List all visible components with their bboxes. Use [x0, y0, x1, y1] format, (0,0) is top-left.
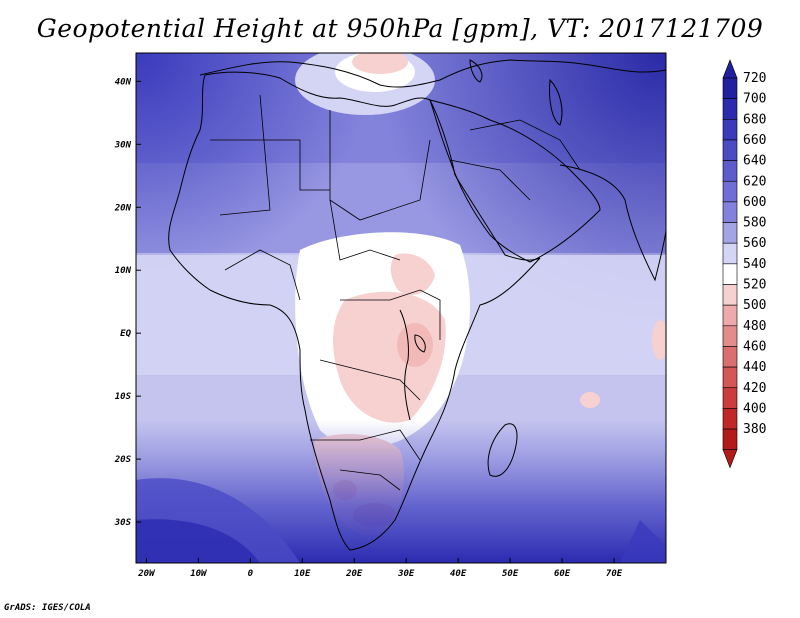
colorbar: 720 700 680 660 640 620 600 580 560 540 520 500 480 4…: [722, 59, 766, 469]
colorbar-swatch: [722, 77, 738, 99]
lon-tick-label: 50E: [502, 569, 519, 579]
colorbar-label: 580: [743, 216, 766, 231]
colorbar-label: 700: [743, 92, 766, 107]
colorbar-swatch: [722, 160, 738, 182]
colorbar-swatch: [722, 201, 738, 223]
lon-tick-label: 20E: [345, 569, 363, 579]
colorbar-swatch: [722, 428, 738, 450]
lon-tick-label: 10W: [190, 569, 208, 579]
map-title: Geopotential Height at 950hPa [gpm], VT:…: [36, 14, 764, 43]
colorbar-label: 440: [743, 360, 766, 375]
colorbar-swatch: [722, 284, 738, 306]
colorbar-label: 560: [743, 236, 766, 251]
lon-tick-label: 30E: [397, 569, 415, 579]
lon-tick-label: 0: [248, 569, 254, 579]
lat-tick-label: 20S: [114, 455, 132, 465]
lat-tick-label: 10N: [115, 266, 132, 276]
colorbar-swatch: [722, 180, 738, 203]
colorbar-swatch: [722, 387, 738, 409]
colorbar-swatch: [722, 119, 738, 141]
colorbar-top-arrow: [722, 59, 738, 79]
colorbar-label: 640: [743, 154, 766, 169]
colorbar-swatch: [722, 346, 738, 368]
colorbar-label: 380: [743, 422, 766, 437]
lat-tick-label: 20N: [114, 203, 132, 213]
colorbar-swatch: [722, 263, 738, 285]
lon-tick-label: 10E: [294, 569, 311, 579]
colorbar-label: 420: [743, 381, 766, 396]
colorbar-label: 720: [743, 71, 766, 86]
height-field: [136, 53, 666, 563]
coastlines: [168, 59, 666, 551]
colorbar-swatch: [722, 304, 738, 327]
map-frame: [135, 52, 667, 564]
colorbar-swatch: [722, 242, 738, 265]
lat-tick-label: 30S: [114, 518, 132, 528]
colorbar-swatch: [722, 139, 738, 161]
lon-tick-label: 40E: [450, 569, 467, 579]
lat-tick-label: 40N: [115, 77, 132, 87]
lat-tick-label: 10S: [115, 392, 132, 402]
longitude-axis: 20W 10W 0 10E 20E 30E 40E 50E 60E 70E: [137, 558, 623, 579]
colorbar-label: 400: [743, 401, 766, 416]
colorbar-label: 480: [743, 319, 766, 334]
colorbar-swatch: [722, 325, 738, 347]
colorbar-label: 600: [743, 195, 766, 210]
colorbar-label: 660: [743, 133, 766, 148]
colorbar-label: 500: [743, 298, 766, 313]
colorbar-label: 460: [743, 339, 766, 354]
colorbar-swatch: [722, 98, 738, 120]
lon-tick-label: 20W: [137, 569, 156, 579]
lat-tick-label: 30N: [114, 140, 132, 150]
lat-tick-label: EQ: [120, 329, 131, 339]
colorbar-label: 680: [743, 112, 766, 127]
colorbar-swatch: [722, 222, 738, 244]
colorbar-swatch: [722, 366, 738, 389]
lon-tick-label: 60E: [554, 569, 571, 579]
colorbar-bottom-arrow: [722, 449, 738, 469]
colorbar-label: 540: [743, 257, 766, 272]
colorbar-label: 520: [743, 278, 766, 293]
latitude-axis: 40N 30N 20N 10N EQ 10S 20S 30S: [114, 77, 141, 528]
lon-tick-label: 70E: [606, 569, 623, 579]
colorbar-label: 620: [743, 174, 766, 189]
grads-credit: GrADS: IGES/COLA: [4, 603, 91, 613]
colorbar-swatch: [722, 408, 738, 430]
